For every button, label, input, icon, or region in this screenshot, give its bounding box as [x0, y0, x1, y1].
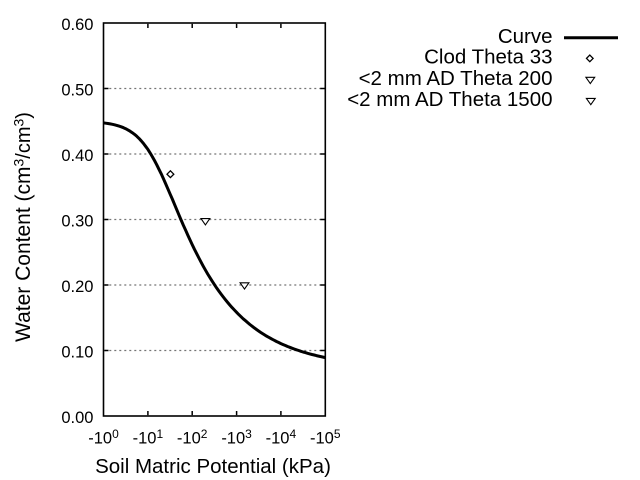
svg-text:0.30: 0.30: [61, 213, 93, 231]
svg-text:-105: -105: [310, 427, 341, 448]
svg-text:-100: -100: [88, 427, 119, 448]
svg-text:0.20: 0.20: [61, 278, 93, 296]
svg-text:-101: -101: [133, 427, 164, 448]
svg-text:-102: -102: [177, 427, 208, 448]
svg-text:Water Content (cm3/cm3): Water Content (cm3/cm3): [11, 112, 36, 342]
svg-text:<2 mm AD Theta 1500: <2 mm AD Theta 1500: [347, 88, 552, 111]
svg-text:-104: -104: [266, 427, 297, 448]
svg-text:0.10: 0.10: [61, 344, 93, 362]
svg-text:0.60: 0.60: [61, 16, 93, 34]
svg-text:Clod Theta 33: Clod Theta 33: [424, 46, 552, 69]
svg-text:0.40: 0.40: [61, 147, 93, 165]
svg-text:<2 mm AD Theta 200: <2 mm AD Theta 200: [359, 67, 553, 90]
svg-text:-103: -103: [221, 427, 252, 448]
svg-text:Soil Matric Potential (kPa): Soil Matric Potential (kPa): [95, 455, 331, 478]
svg-text:Curve: Curve: [498, 25, 553, 48]
svg-text:0.00: 0.00: [61, 409, 93, 427]
svg-text:0.50: 0.50: [61, 82, 93, 100]
